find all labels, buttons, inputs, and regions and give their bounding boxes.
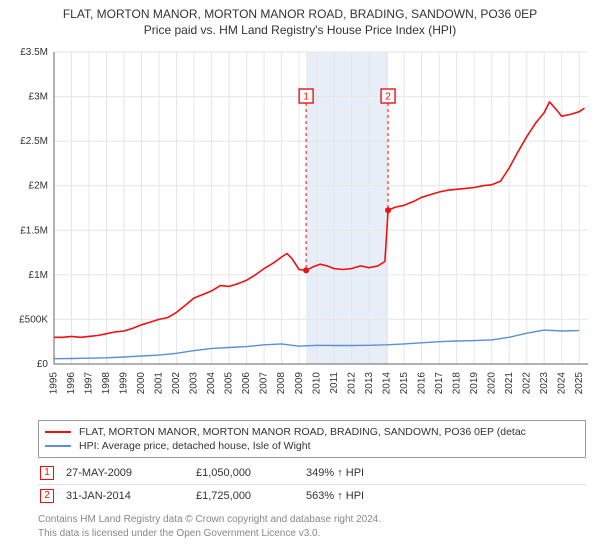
attribution-footer: Contains HM Land Registry data © Crown c… [38, 513, 590, 540]
svg-text:£0: £0 [37, 359, 49, 370]
svg-text:£2.5M: £2.5M [20, 137, 48, 148]
svg-text:2016: 2016 [416, 372, 427, 395]
svg-text:£2M: £2M [29, 181, 48, 192]
event-marker: 2 [40, 489, 54, 503]
event-date: 27-MAY-2009 [66, 467, 196, 479]
svg-text:2015: 2015 [399, 372, 410, 395]
event-pct: 349% ↑ HPI [306, 467, 586, 479]
footer-line-2: This data is licensed under the Open Gov… [38, 527, 590, 541]
title-line-1: FLAT, MORTON MANOR, MORTON MANOR ROAD, B… [6, 6, 594, 22]
legend-item: HPI: Average price, detached house, Isle… [45, 439, 579, 453]
legend: FLAT, MORTON MANOR, MORTON MANOR ROAD, B… [38, 420, 586, 458]
event-row: 1 27-MAY-2009£1,050,000349% ↑ HPI [38, 462, 586, 485]
svg-text:1996: 1996 [66, 372, 77, 395]
chart-title: FLAT, MORTON MANOR, MORTON MANOR ROAD, B… [6, 6, 594, 38]
svg-text:2002: 2002 [171, 372, 182, 395]
svg-text:2003: 2003 [189, 372, 200, 395]
svg-text:2017: 2017 [434, 372, 445, 395]
legend-label: HPI: Average price, detached house, Isle… [79, 440, 311, 452]
legend-label: FLAT, MORTON MANOR, MORTON MANOR ROAD, B… [79, 426, 526, 438]
svg-text:2008: 2008 [276, 372, 287, 395]
line-chart: £0 £500K £1M £1.5M £2M £2.5M £3M £3.5M 1995 1996 1… [6, 44, 594, 414]
svg-text:2018: 2018 [451, 372, 462, 395]
svg-text:2019: 2019 [469, 372, 480, 395]
svg-text:2014: 2014 [381, 372, 392, 395]
svg-text:£3M: £3M [29, 92, 48, 103]
svg-text:£500K: £500K [19, 315, 48, 326]
svg-text:1997: 1997 [84, 372, 95, 395]
event-date: 31-JAN-2014 [66, 490, 196, 502]
svg-text:2009: 2009 [294, 372, 305, 395]
svg-text:2013: 2013 [364, 372, 375, 395]
footer-line-1: Contains HM Land Registry data © Crown c… [38, 513, 590, 527]
event-marker: 1 [40, 466, 54, 480]
event-table: 1 27-MAY-2009£1,050,000349% ↑ HPI 2 31-JAN-… [38, 462, 586, 507]
svg-text:£3.5M: £3.5M [20, 47, 48, 58]
svg-text:2007: 2007 [259, 372, 270, 395]
svg-text:2: 2 [385, 92, 391, 103]
svg-text:1: 1 [303, 92, 309, 103]
event-pct: 563% ↑ HPI [306, 490, 586, 502]
svg-text:1999: 1999 [119, 372, 130, 395]
svg-text:2020: 2020 [486, 372, 497, 395]
legend-swatch [45, 445, 71, 447]
title-line-2: Price paid vs. HM Land Registry's House … [6, 22, 594, 38]
svg-text:2022: 2022 [521, 372, 532, 395]
svg-text:2023: 2023 [539, 372, 550, 395]
svg-text:2005: 2005 [224, 372, 235, 395]
event-price: £1,050,000 [196, 467, 306, 479]
svg-text:2012: 2012 [346, 372, 357, 395]
event-price: £1,725,000 [196, 490, 306, 502]
legend-item: FLAT, MORTON MANOR, MORTON MANOR ROAD, B… [45, 425, 579, 439]
svg-text:2010: 2010 [311, 372, 322, 395]
svg-text:£1.5M: £1.5M [20, 226, 48, 237]
svg-text:2025: 2025 [574, 372, 585, 395]
svg-text:2011: 2011 [329, 372, 340, 394]
event-row: 2 31-JAN-2014£1,725,000563% ↑ HPI [38, 485, 586, 507]
svg-text:2024: 2024 [556, 372, 567, 395]
svg-text:2001: 2001 [154, 372, 165, 395]
svg-text:2004: 2004 [206, 372, 217, 395]
svg-text:2006: 2006 [241, 372, 252, 395]
svg-text:1995: 1995 [49, 372, 60, 395]
svg-text:£1M: £1M [29, 270, 48, 281]
svg-text:1998: 1998 [101, 372, 112, 395]
legend-swatch [45, 431, 71, 433]
svg-text:2021: 2021 [504, 372, 515, 395]
svg-text:2000: 2000 [136, 372, 147, 395]
